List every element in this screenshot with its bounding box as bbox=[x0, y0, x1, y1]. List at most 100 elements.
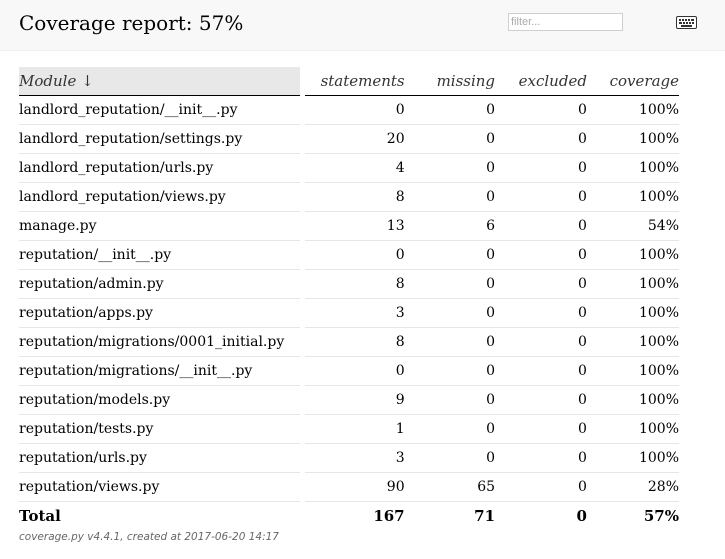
excluded-cell: 0 bbox=[495, 153, 587, 183]
coverage-version-link[interactable]: coverage.py v4.4.1 bbox=[19, 531, 121, 543]
statements-cell: 8 bbox=[305, 182, 405, 212]
total-statements: 167 bbox=[373, 507, 405, 525]
missing-cell: 0 bbox=[404, 443, 496, 473]
coverage-cell: 100% bbox=[586, 443, 679, 473]
page-title: Coverage report: 57% bbox=[19, 11, 244, 35]
table-row[interactable]: manage.py 13 6 0 54% bbox=[19, 211, 679, 241]
statements-cell: 9 bbox=[305, 385, 405, 415]
table-row[interactable]: landlord_reputation/__init__.py 0 0 0 100% bbox=[19, 95, 679, 125]
statements-cell: 3 bbox=[305, 298, 405, 328]
column-excluded[interactable]: excluded bbox=[495, 67, 587, 96]
filter-input[interactable] bbox=[508, 13, 623, 31]
table-row[interactable]: reputation/apps.py 3 0 0 100% bbox=[19, 298, 679, 328]
module-cell[interactable]: landlord_reputation/__init__.py bbox=[19, 95, 301, 125]
statements-cell: 8 bbox=[305, 269, 405, 299]
coverage-cell: 100% bbox=[586, 240, 679, 270]
missing-cell: 0 bbox=[404, 182, 496, 212]
module-cell[interactable]: landlord_reputation/settings.py bbox=[19, 124, 301, 154]
excluded-cell: 0 bbox=[495, 414, 587, 444]
missing-cell: 0 bbox=[404, 153, 496, 183]
excluded-cell: 0 bbox=[495, 298, 587, 328]
module-cell[interactable]: reputation/models.py bbox=[19, 385, 301, 415]
module-cell[interactable]: reputation/migrations/0001_initial.py bbox=[19, 327, 301, 357]
missing-cell: 0 bbox=[404, 356, 496, 386]
total-coverage: 57% bbox=[643, 507, 679, 525]
coverage-cell: 100% bbox=[586, 298, 679, 328]
excluded-cell: 0 bbox=[495, 95, 587, 125]
coverage-cell: 28% bbox=[586, 472, 679, 502]
statements-cell: 1 bbox=[305, 414, 405, 444]
missing-cell: 0 bbox=[404, 327, 496, 357]
table-row[interactable]: landlord_reputation/urls.py 4 0 0 100% bbox=[19, 153, 679, 183]
statements-cell: 0 bbox=[305, 356, 405, 386]
footer: coverage.py v4.4.1, created at 2017-06-2… bbox=[19, 531, 279, 543]
total-label: Total bbox=[19, 507, 61, 525]
missing-cell: 0 bbox=[404, 95, 496, 125]
excluded-cell: 0 bbox=[495, 182, 587, 212]
excluded-cell: 0 bbox=[495, 327, 587, 357]
module-cell[interactable]: reputation/tests.py bbox=[19, 414, 301, 444]
table-row[interactable]: reputation/urls.py 3 0 0 100% bbox=[19, 443, 679, 473]
excluded-cell: 0 bbox=[495, 211, 587, 241]
table-row[interactable]: reputation/views.py 90 65 0 28% bbox=[19, 472, 679, 502]
module-cell[interactable]: reputation/views.py bbox=[19, 472, 301, 502]
column-missing[interactable]: missing bbox=[404, 67, 496, 96]
coverage-cell: 100% bbox=[586, 414, 679, 444]
coverage-cell: 100% bbox=[586, 327, 679, 357]
missing-cell: 0 bbox=[404, 414, 496, 444]
excluded-cell: 0 bbox=[495, 472, 587, 502]
total-row: Total 167 71 0 57% bbox=[19, 502, 679, 531]
coverage-cell: 100% bbox=[586, 124, 679, 154]
coverage-cell: 54% bbox=[586, 211, 679, 241]
table-header-row: Module ↓ statements missing excluded cov… bbox=[19, 67, 679, 96]
table-row[interactable]: reputation/migrations/__init__.py 0 0 0 100% bbox=[19, 356, 679, 386]
statements-cell: 8 bbox=[305, 327, 405, 357]
table-row[interactable]: reputation/tests.py 1 0 0 100% bbox=[19, 414, 679, 444]
column-coverage[interactable]: coverage bbox=[586, 67, 679, 96]
excluded-cell: 0 bbox=[495, 124, 587, 154]
statements-cell: 0 bbox=[305, 240, 405, 270]
coverage-cell: 100% bbox=[586, 356, 679, 386]
footer-created-text: , created at 2017-06-20 14:17 bbox=[120, 531, 279, 543]
coverage-cell: 100% bbox=[586, 182, 679, 212]
keyboard-icon[interactable] bbox=[676, 16, 697, 29]
module-cell[interactable]: landlord_reputation/views.py bbox=[19, 182, 301, 212]
coverage-cell: 100% bbox=[586, 385, 679, 415]
table-row[interactable]: landlord_reputation/settings.py 20 0 0 100% bbox=[19, 124, 679, 154]
excluded-cell: 0 bbox=[495, 269, 587, 299]
coverage-cell: 100% bbox=[586, 269, 679, 299]
module-cell[interactable]: reputation/__init__.py bbox=[19, 240, 301, 270]
module-cell[interactable]: reputation/apps.py bbox=[19, 298, 301, 328]
statements-cell: 90 bbox=[305, 472, 405, 502]
module-cell[interactable]: reputation/migrations/__init__.py bbox=[19, 356, 301, 386]
excluded-cell: 0 bbox=[495, 356, 587, 386]
table-row[interactable]: reputation/models.py 9 0 0 100% bbox=[19, 385, 679, 415]
missing-cell: 0 bbox=[404, 298, 496, 328]
table-row[interactable]: landlord_reputation/views.py 8 0 0 100% bbox=[19, 182, 679, 212]
total-excluded: 0 bbox=[576, 507, 587, 525]
missing-cell: 65 bbox=[404, 472, 496, 502]
coverage-cell: 100% bbox=[586, 95, 679, 125]
module-cell[interactable]: reputation/urls.py bbox=[19, 443, 301, 473]
missing-cell: 0 bbox=[404, 124, 496, 154]
module-cell[interactable]: landlord_reputation/urls.py bbox=[19, 153, 301, 183]
excluded-cell: 0 bbox=[495, 240, 587, 270]
column-module[interactable]: Module ↓ bbox=[19, 67, 301, 96]
missing-cell: 0 bbox=[404, 385, 496, 415]
module-cell[interactable]: reputation/admin.py bbox=[19, 269, 301, 299]
coverage-cell: 100% bbox=[586, 153, 679, 183]
coverage-table: Module ↓ statements missing excluded cov… bbox=[19, 67, 679, 530]
statements-cell: 3 bbox=[305, 443, 405, 473]
statements-cell: 13 bbox=[305, 211, 405, 241]
statements-cell: 0 bbox=[305, 95, 405, 125]
excluded-cell: 0 bbox=[495, 385, 587, 415]
missing-cell: 6 bbox=[404, 211, 496, 241]
statements-cell: 20 bbox=[305, 124, 405, 154]
excluded-cell: 0 bbox=[495, 443, 587, 473]
module-cell[interactable]: manage.py bbox=[19, 211, 301, 241]
missing-cell: 0 bbox=[404, 240, 496, 270]
table-row[interactable]: reputation/admin.py 8 0 0 100% bbox=[19, 269, 679, 299]
table-row[interactable]: reputation/__init__.py 0 0 0 100% bbox=[19, 240, 679, 270]
column-statements[interactable]: statements bbox=[305, 67, 405, 96]
table-row[interactable]: reputation/migrations/0001_initial.py 8 0 0… bbox=[19, 327, 679, 357]
